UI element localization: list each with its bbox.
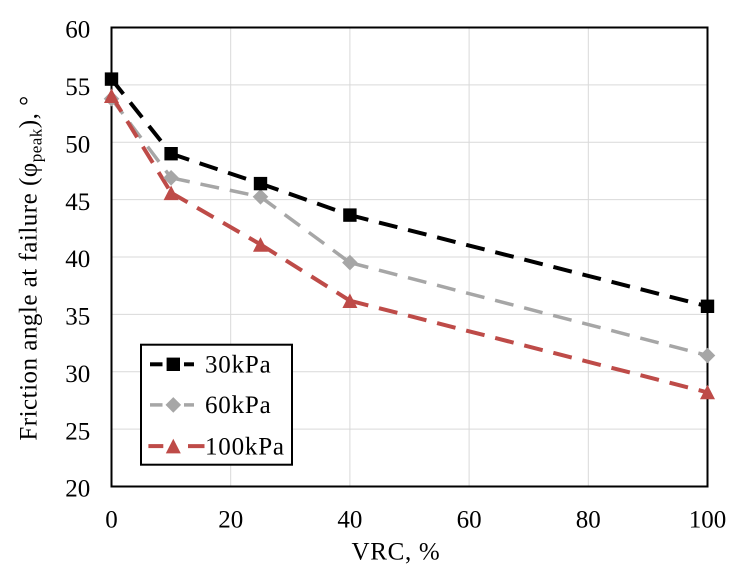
svg-text:35: 35 — [65, 304, 90, 331]
svg-text:30: 30 — [65, 361, 90, 388]
svg-text:40: 40 — [337, 506, 362, 533]
svg-text:45: 45 — [65, 189, 90, 216]
svg-text:25: 25 — [65, 418, 90, 445]
svg-text:100kPa: 100kPa — [205, 433, 285, 460]
svg-text:55: 55 — [65, 74, 90, 101]
svg-text:50: 50 — [65, 132, 90, 159]
svg-text:VRC, %: VRC, % — [352, 538, 441, 565]
svg-text:40: 40 — [65, 246, 90, 273]
svg-text:100: 100 — [689, 506, 727, 533]
svg-text:60kPa: 60kPa — [205, 392, 272, 419]
svg-text:80: 80 — [576, 506, 601, 533]
svg-text:30kPa: 30kPa — [205, 352, 272, 379]
svg-text:20: 20 — [65, 476, 90, 503]
svg-text:0: 0 — [105, 506, 118, 533]
svg-text:60: 60 — [65, 17, 90, 44]
svg-text:20: 20 — [218, 506, 243, 533]
svg-text:60: 60 — [457, 506, 482, 533]
